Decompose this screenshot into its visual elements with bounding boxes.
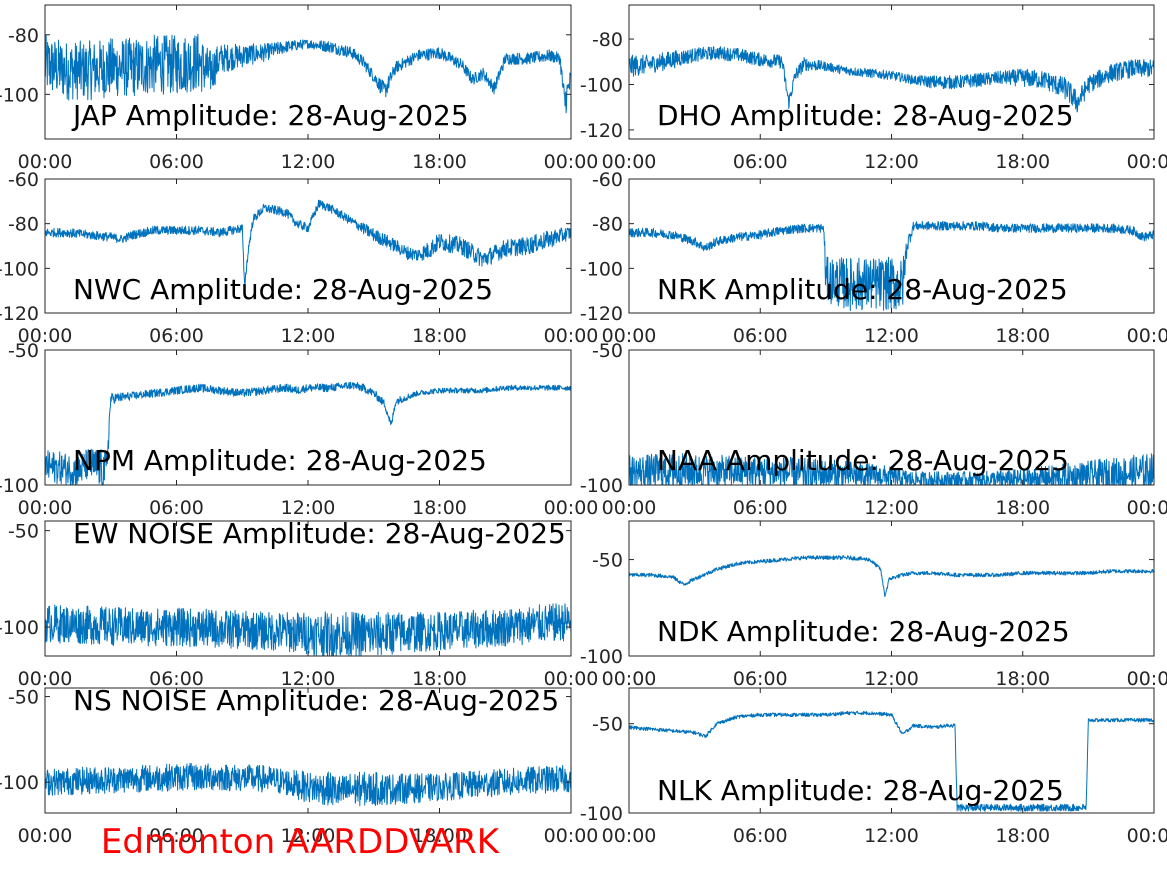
x-tick-label: 06:00 — [733, 497, 788, 519]
x-tick-label: 12:00 — [864, 325, 919, 347]
x-tick-label: 00:00 — [1127, 325, 1167, 347]
x-tick-label: 00:00 — [602, 497, 657, 519]
x-tick-label: 06:00 — [733, 668, 788, 690]
y-tick-label: -60 — [592, 169, 623, 191]
x-tick-label: 00:00 — [602, 668, 657, 690]
x-tick-label: 00:00 — [544, 825, 599, 847]
x-tick-label: 00:00 — [1127, 825, 1167, 847]
panel-title: NWC Amplitude: 28-Aug-2025 — [73, 273, 493, 306]
footer-label: Edmonton AARDDVARK — [101, 822, 501, 862]
x-tick-label: 00:00 — [544, 151, 599, 173]
y-tick-label: -120 — [580, 120, 623, 142]
y-tick-label: -50 — [592, 340, 623, 362]
x-tick-label: 12:00 — [864, 825, 919, 847]
x-tick-label: 18:00 — [412, 497, 467, 519]
x-tick-label: 12:00 — [864, 151, 919, 173]
panel-title: NAA Amplitude: 28-Aug-2025 — [657, 444, 1069, 477]
y-tick-label: -120 — [0, 303, 39, 325]
x-tick-label: 18:00 — [995, 825, 1050, 847]
panel-title: EW NOISE Amplitude: 28-Aug-2025 — [73, 517, 566, 550]
x-tick-label: 06:00 — [733, 151, 788, 173]
y-tick-label: -100 — [580, 475, 623, 497]
x-tick-label: 00:00 — [544, 325, 599, 347]
y-tick-label: -50 — [8, 521, 39, 543]
y-tick-label: -80 — [8, 25, 39, 47]
y-tick-label: -100 — [0, 258, 39, 280]
x-tick-label: 06:00 — [149, 325, 204, 347]
panel-title: NRK Amplitude: 28-Aug-2025 — [657, 273, 1068, 306]
x-tick-label: 00:00 — [18, 497, 73, 519]
x-tick-label: 00:00 — [602, 825, 657, 847]
y-tick-label: -100 — [0, 84, 39, 106]
x-tick-label: 06:00 — [733, 825, 788, 847]
x-tick-label: 12:00 — [281, 325, 336, 347]
y-tick-label: -100 — [580, 646, 623, 668]
x-tick-label: 00:00 — [1127, 497, 1167, 519]
panel-title: DHO Amplitude: 28-Aug-2025 — [657, 99, 1074, 132]
x-tick-label: 12:00 — [281, 497, 336, 519]
panel-title: JAP Amplitude: 28-Aug-2025 — [71, 99, 469, 132]
panel-title: NPM Amplitude: 28-Aug-2025 — [73, 444, 487, 477]
x-tick-label: 18:00 — [995, 497, 1050, 519]
x-tick-label: 18:00 — [995, 325, 1050, 347]
y-tick-label: -50 — [592, 714, 623, 736]
x-tick-label: 18:00 — [412, 325, 467, 347]
x-tick-label: 18:00 — [995, 151, 1050, 173]
y-tick-label: -100 — [580, 803, 623, 825]
x-tick-label: 18:00 — [995, 668, 1050, 690]
panel-title: NDK Amplitude: 28-Aug-2025 — [657, 615, 1070, 648]
y-tick-label: -100 — [580, 258, 623, 280]
y-tick-label: -50 — [592, 550, 623, 572]
x-tick-label: 06:00 — [149, 151, 204, 173]
y-tick-label: -80 — [592, 29, 623, 51]
y-tick-label: -100 — [0, 772, 39, 794]
y-tick-label: -60 — [8, 169, 39, 191]
x-tick-label: 12:00 — [281, 151, 336, 173]
x-tick-label: 00:00 — [1127, 151, 1167, 173]
x-tick-label: 00:00 — [18, 825, 73, 847]
x-tick-label: 12:00 — [864, 668, 919, 690]
panel-title: NS NOISE Amplitude: 28-Aug-2025 — [73, 684, 559, 717]
x-tick-label: 00:00 — [544, 497, 599, 519]
x-tick-label: 18:00 — [412, 151, 467, 173]
y-tick-label: -80 — [8, 214, 39, 236]
y-tick-label: -100 — [0, 475, 39, 497]
y-tick-label: -80 — [592, 214, 623, 236]
y-tick-label: -100 — [0, 617, 39, 639]
y-tick-label: -100 — [580, 74, 623, 96]
panel-title: NLK Amplitude: 28-Aug-2025 — [657, 774, 1064, 807]
x-tick-label: 06:00 — [149, 497, 204, 519]
x-tick-label: 00:00 — [1127, 668, 1167, 690]
y-tick-label: -50 — [8, 687, 39, 709]
x-tick-label: 12:00 — [864, 497, 919, 519]
y-tick-label: -120 — [580, 303, 623, 325]
y-tick-label: -50 — [8, 340, 39, 362]
x-tick-label: 06:00 — [733, 325, 788, 347]
